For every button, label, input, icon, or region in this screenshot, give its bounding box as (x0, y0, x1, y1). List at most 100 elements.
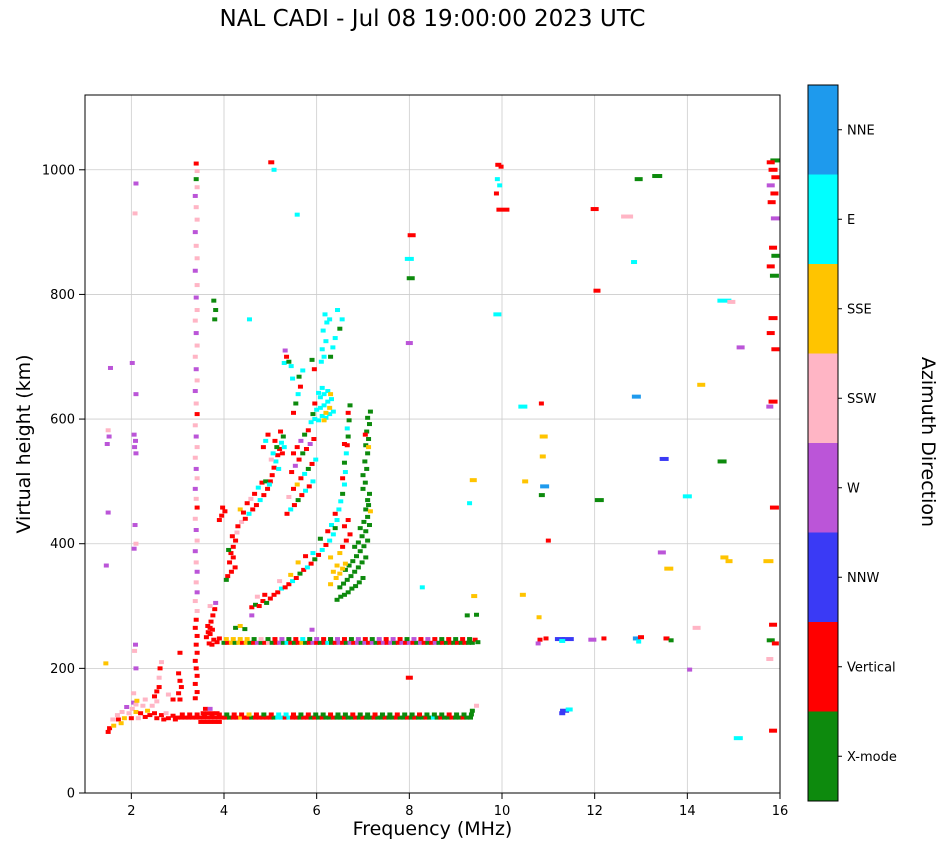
echo-point (165, 692, 171, 697)
echo-point (265, 486, 271, 491)
echo-point (466, 640, 472, 645)
echo-point (771, 641, 779, 646)
echo-point (316, 390, 322, 395)
echo-point (347, 532, 353, 537)
echo-point (193, 496, 199, 501)
echo-point (357, 526, 363, 531)
echo-point (363, 507, 369, 512)
y-tick-label: 800 (50, 288, 75, 303)
echo-point (336, 507, 342, 512)
colorbar-segment (808, 711, 838, 802)
echo-point (249, 605, 255, 610)
echo-point (309, 627, 315, 632)
echo-point (247, 640, 253, 645)
echo-point (277, 640, 283, 645)
echo-point (301, 715, 307, 720)
echo-point (280, 640, 286, 645)
colorbar-segment (808, 443, 838, 533)
echo-point (163, 711, 169, 716)
echo-point (429, 640, 435, 645)
echo-point (256, 604, 262, 609)
echo-point (284, 354, 290, 359)
echo-point (227, 560, 233, 565)
echo-point (300, 637, 306, 642)
echo-point (382, 715, 388, 720)
echo-point (365, 415, 371, 420)
echo-point (334, 518, 340, 523)
echo-point (300, 451, 306, 456)
echo-point (359, 534, 365, 539)
echo-point (240, 510, 246, 515)
echo-point (282, 585, 288, 590)
echo-point (263, 479, 269, 484)
echo-point (349, 715, 355, 720)
echo-point (474, 612, 480, 617)
echo-point (348, 637, 354, 642)
echo-point (360, 575, 366, 580)
echo-point (449, 715, 455, 720)
echo-point (540, 484, 550, 489)
echo-point (325, 529, 331, 534)
echo-point (176, 671, 182, 676)
echo-point (223, 577, 229, 582)
echo-point (223, 715, 229, 720)
echo-point (202, 706, 208, 711)
echo-point (132, 523, 138, 528)
echo-point (770, 216, 780, 221)
echo-point (207, 632, 213, 637)
echo-point (474, 703, 480, 708)
echo-point (497, 183, 503, 188)
echo-point (364, 429, 370, 434)
echo-point (107, 365, 113, 370)
echo-point (313, 457, 319, 462)
echo-point (471, 594, 478, 599)
echo-point (347, 403, 353, 408)
echo-point (593, 288, 601, 293)
echo-point (631, 260, 638, 265)
echo-point (279, 637, 285, 642)
echo-point (277, 446, 283, 451)
echo-point (194, 169, 200, 174)
echo-point (406, 640, 412, 645)
echo-point (272, 438, 278, 443)
echo-point (235, 524, 241, 529)
echo-point (469, 708, 475, 713)
echo-point (697, 382, 706, 387)
y-tick-label: 600 (50, 413, 75, 428)
echo-point (211, 637, 217, 642)
echo-point (294, 445, 300, 450)
echo-point (131, 546, 137, 551)
echo-point (291, 640, 297, 645)
echo-point (263, 438, 269, 443)
echo-point (205, 711, 211, 716)
echo-point (193, 466, 199, 471)
echo-point (328, 523, 334, 528)
echo-point (322, 312, 328, 317)
echo-point (327, 715, 333, 720)
echo-point (345, 434, 351, 439)
echo-point (277, 579, 283, 584)
echo-point (193, 205, 199, 210)
colorbar-category-label: W (847, 481, 860, 496)
echo-point (193, 642, 199, 647)
echo-point (260, 445, 266, 450)
echo-point (157, 666, 163, 671)
echo-point (228, 640, 234, 645)
echo-point (323, 410, 329, 415)
echo-point (328, 582, 334, 587)
echo-point (115, 717, 121, 722)
echo-point (356, 715, 362, 720)
echo-point (260, 715, 266, 720)
echo-point (296, 457, 302, 462)
echo-point (309, 461, 315, 466)
echo-point (447, 640, 453, 645)
echo-point (469, 640, 475, 645)
echo-point (291, 712, 296, 717)
echo-point (341, 637, 347, 642)
echo-point (261, 493, 267, 498)
echo-point (207, 604, 213, 609)
echo-point (316, 715, 322, 720)
echo-point (207, 719, 213, 724)
echo-point (170, 697, 176, 702)
echo-point (330, 345, 336, 350)
